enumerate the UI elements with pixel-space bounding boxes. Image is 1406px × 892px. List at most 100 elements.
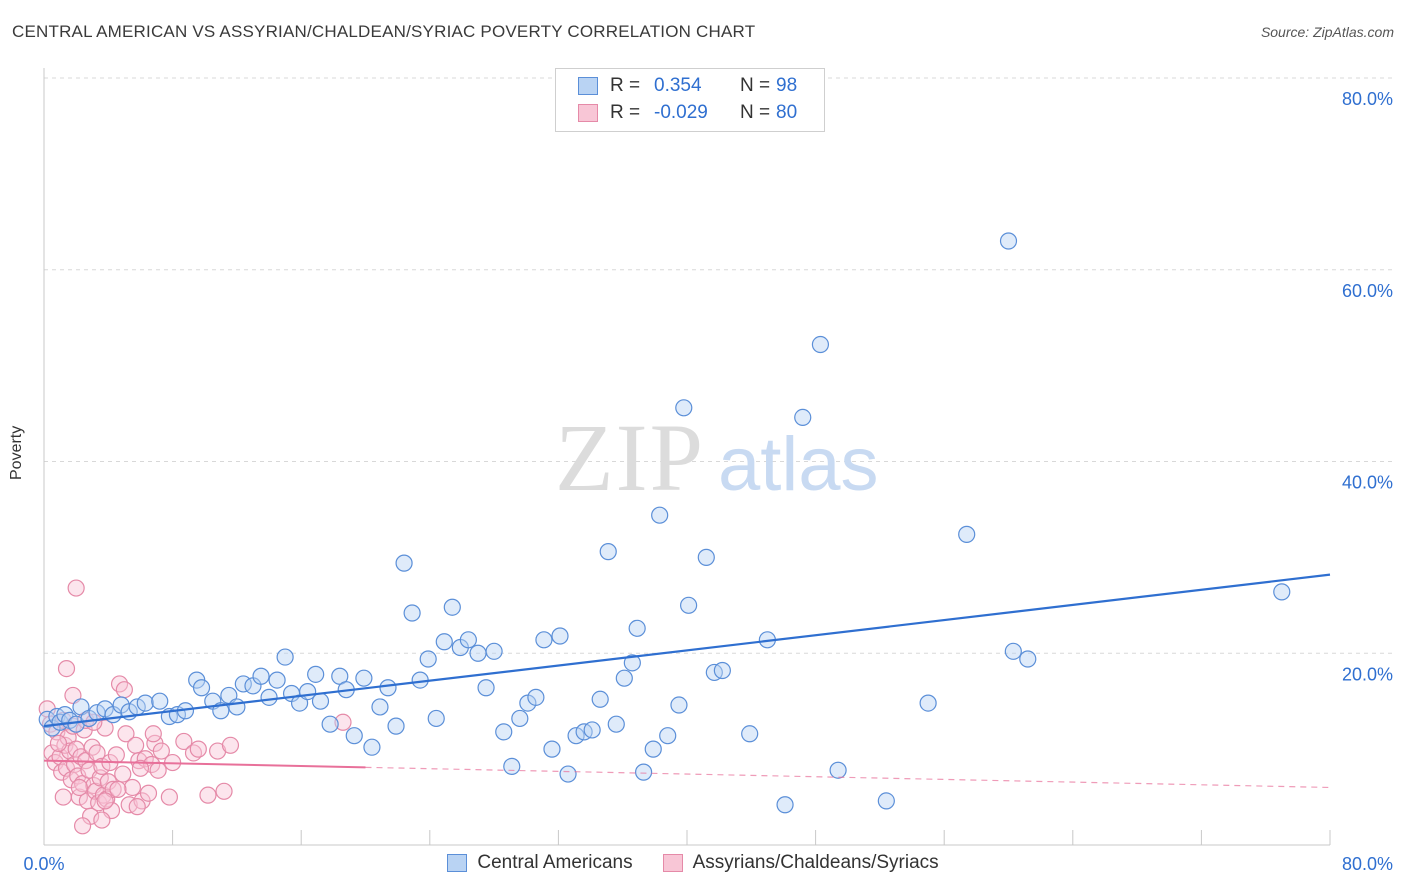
series-assyrians-points [38, 579, 352, 835]
point-assyrians [131, 759, 150, 777]
point-central-americans [919, 694, 937, 712]
point-assyrians [143, 755, 161, 774]
point-central-americans [477, 679, 495, 697]
point-central-americans [435, 633, 453, 651]
point-assyrians [117, 725, 135, 743]
point-assyrians [107, 746, 125, 764]
point-central-americans [794, 408, 812, 426]
legend-r-value: 0.354 [654, 75, 702, 96]
point-assyrians [93, 811, 111, 829]
chart-source: Source: ZipAtlas.com [1260, 24, 1394, 40]
point-central-americans [659, 727, 677, 745]
correlation-legend: R = 0.354 N = 98 R = -0.029 N = 80 [555, 68, 825, 132]
point-central-americans [670, 696, 688, 714]
y-tick-label: 60.0% [1342, 281, 1393, 301]
point-central-americans [811, 335, 830, 354]
point-central-americans [615, 669, 633, 687]
point-central-americans [675, 399, 693, 417]
grid-layer [44, 77, 1392, 654]
point-central-americans [228, 698, 246, 716]
point-central-americans [395, 554, 413, 572]
trend-line-central-americans [43, 573, 1331, 728]
point-central-americans [307, 665, 325, 683]
point-central-americans [311, 692, 330, 710]
legend-swatch-pink [578, 104, 598, 122]
point-assyrians [152, 742, 170, 760]
point-central-americans [527, 688, 545, 706]
point-assyrians [160, 788, 178, 806]
legend-n-value: 80 [776, 102, 798, 123]
point-central-americans [355, 669, 373, 687]
x-tick-label: 0.0% [23, 854, 64, 874]
watermark: ZIP atlas [555, 404, 879, 511]
point-central-americans [697, 548, 715, 566]
point-assyrians [49, 734, 68, 752]
point-central-americans [503, 757, 521, 775]
point-central-americans [495, 723, 513, 741]
point-central-americans [713, 661, 731, 680]
legend-label-assyrians: Assyrians/Chaldeans/Syriacs [692, 852, 939, 873]
point-assyrians [123, 778, 142, 797]
trend-lines [43, 573, 1331, 789]
point-assyrians [115, 681, 133, 699]
point-central-americans [958, 525, 976, 543]
point-assyrians [221, 736, 240, 754]
legend-r-label: R = [610, 102, 641, 123]
point-central-americans [634, 763, 653, 781]
point-central-americans [607, 715, 625, 733]
point-assyrians [96, 792, 114, 810]
point-central-americans [583, 721, 601, 739]
watermark-zip: ZIP [555, 404, 705, 511]
y-tick-label: 20.0% [1342, 664, 1393, 684]
point-assyrians [73, 817, 92, 835]
series-central-americans-points [38, 232, 1291, 814]
point-central-americans [591, 690, 609, 708]
point-assyrians [57, 659, 76, 678]
point-central-americans [469, 644, 487, 662]
point-central-americans [276, 648, 294, 666]
point-central-americans [644, 740, 662, 758]
legend-row-assyrians: R = -0.029 N = 80 [578, 101, 797, 125]
point-central-americans [321, 715, 339, 733]
legend-swatch-blue [447, 854, 468, 872]
point-central-americans [403, 604, 421, 622]
point-central-americans [559, 765, 577, 783]
point-assyrians [128, 798, 146, 816]
point-central-americans [1004, 642, 1022, 660]
x-tick-label: 80.0% [1342, 854, 1393, 874]
legend-n-value: 98 [776, 75, 798, 96]
point-central-americans [776, 796, 794, 814]
point-central-americans [379, 679, 397, 697]
legend-r-value: -0.029 [654, 102, 708, 123]
point-central-americans [371, 698, 389, 716]
point-central-americans [136, 694, 154, 712]
point-central-americans [485, 642, 503, 660]
point-central-americans [260, 688, 278, 706]
point-central-americans [628, 619, 646, 637]
point-central-americans [363, 738, 381, 756]
point-assyrians [149, 761, 167, 779]
point-central-americans [268, 671, 286, 689]
point-assyrians [139, 784, 158, 802]
point-central-americans [651, 506, 669, 524]
point-assyrians [199, 786, 217, 804]
tick-labels: 20.0% 40.0% 60.0% 80.0% 0.0% 80.0% [23, 89, 1393, 874]
point-central-americans [599, 543, 617, 561]
point-central-americans [741, 725, 759, 743]
point-central-americans [567, 727, 585, 745]
point-central-americans [459, 631, 477, 649]
legend-item-assyrians: Assyrians/Chaldeans/Syriacs [662, 852, 939, 874]
point-central-americans [252, 667, 270, 685]
point-central-americans [829, 761, 847, 779]
y-tick-label: 80.0% [1342, 89, 1393, 109]
legend-label-central-americans: Central Americans [477, 852, 633, 873]
trend-line-assyrians-solid [43, 759, 366, 769]
point-assyrians [67, 579, 85, 597]
point-central-americans [551, 627, 569, 645]
point-central-americans [1273, 583, 1291, 601]
legend-item-central-americans: Central Americans [447, 852, 633, 874]
point-central-americans [151, 692, 169, 710]
point-central-americans [427, 709, 445, 728]
point-central-americans [419, 650, 437, 668]
